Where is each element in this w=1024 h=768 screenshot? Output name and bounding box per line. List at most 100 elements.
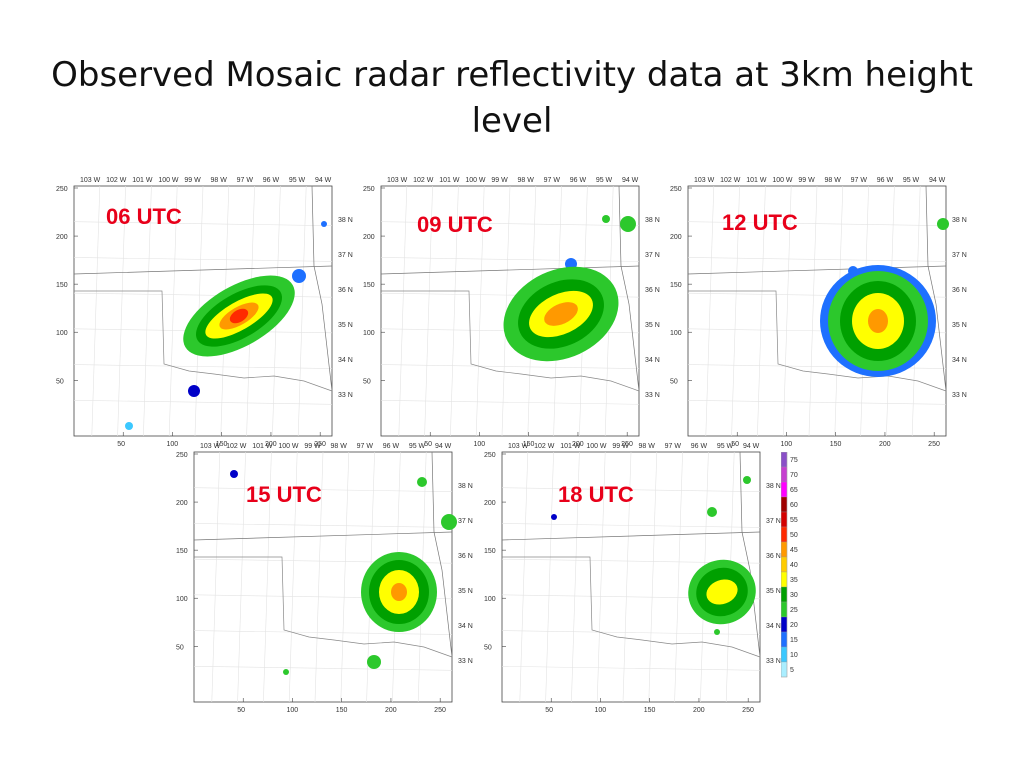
lon-gridline xyxy=(450,185,459,437)
lat-gridline xyxy=(193,523,453,528)
lat-gridline xyxy=(687,221,947,227)
kansas-border xyxy=(73,265,333,275)
latitude-label: 33 N xyxy=(458,658,473,665)
echo-cell xyxy=(188,385,200,397)
echo-cell xyxy=(620,216,636,232)
latitude-label: 36 N xyxy=(645,287,660,294)
radar-map-svg: 103 W 102 W 101 W 100 W 99 W 98 W 97 W 96 W 95 W… xyxy=(484,443,781,714)
latitude-label: 38 N xyxy=(766,483,781,490)
longitude-label: 97 W xyxy=(237,177,254,184)
echo-cell xyxy=(283,669,289,675)
longitude-label: 103 W xyxy=(508,443,529,450)
colorbar-swatch xyxy=(780,466,788,483)
x-tick-label: 100 xyxy=(166,441,178,448)
colorbar-label: 25 xyxy=(790,607,798,614)
y-tick-label: 100 xyxy=(363,330,375,337)
x-tick-label: 150 xyxy=(830,441,842,448)
lon-gridline xyxy=(757,185,766,437)
latitude-label: 33 N xyxy=(952,392,967,399)
latitude-label: 38 N xyxy=(458,483,473,490)
colorbar-label: 15 xyxy=(790,637,798,644)
latitude-label: 35 N xyxy=(458,588,473,595)
longitude-label: 96 W xyxy=(691,443,708,450)
lon-gridline xyxy=(571,451,580,703)
lat-gridline xyxy=(501,487,761,493)
y-tick-label: 250 xyxy=(56,186,68,193)
longitude-label: 102 W xyxy=(226,443,247,450)
time-label: 06 UTC xyxy=(106,204,182,229)
colorbar-swatch xyxy=(780,526,788,543)
lon-gridline xyxy=(622,451,632,703)
longitude-label: 100 W xyxy=(465,177,486,184)
echo-cell xyxy=(602,215,610,223)
lon-gridline xyxy=(211,451,221,703)
lon-gridline xyxy=(340,451,350,703)
kansas-border xyxy=(687,265,947,275)
longitude-label: 94 W xyxy=(622,177,639,184)
latitude-label: 35 N xyxy=(952,322,967,329)
longitude-label: 99 W xyxy=(304,443,321,450)
x-tick-label: 250 xyxy=(434,707,446,714)
echo-cell xyxy=(292,269,306,283)
echo-cell xyxy=(230,470,238,478)
lat-gridline xyxy=(501,665,761,671)
x-tick-label: 200 xyxy=(693,707,705,714)
radar-panel-09utc: 103 W 102 W 101 W 100 W 99 W 98 W 97 W 96 W 95 W… xyxy=(357,172,669,452)
lat-gridline xyxy=(73,364,333,369)
y-tick-label: 50 xyxy=(670,378,678,385)
colorbar-swatch xyxy=(780,661,788,678)
lon-gridline xyxy=(263,451,272,703)
lat-gridline xyxy=(501,523,761,528)
colorbar-svg: 75 70 65 60 55 50 45 40 35 30 25 20 15 10 5 xyxy=(780,451,798,678)
lon-gridline xyxy=(648,451,658,703)
x-tick-label: 200 xyxy=(385,707,397,714)
y-tick-label: 150 xyxy=(670,282,682,289)
lat-gridline xyxy=(380,221,640,227)
x-tick-label: 250 xyxy=(314,441,326,448)
y-tick-label: 100 xyxy=(670,330,682,337)
y-tick-label: 200 xyxy=(484,500,496,507)
eastern-state-border xyxy=(739,451,761,658)
longitude-label: 101 W xyxy=(132,177,153,184)
lon-gridline xyxy=(782,185,792,437)
echo-cell xyxy=(937,218,949,230)
longitude-label: 101 W xyxy=(439,177,460,184)
longitude-label: 98 W xyxy=(331,443,348,450)
colorbar-label: 40 xyxy=(790,562,798,569)
latitude-label: 34 N xyxy=(766,623,781,630)
x-tick-label: 50 xyxy=(424,441,432,448)
latitude-label: 36 N xyxy=(458,553,473,560)
longitude-label: 98 W xyxy=(639,443,656,450)
colorbar-label: 50 xyxy=(790,532,798,539)
reflectivity-colorbar: 75 70 65 60 55 50 45 40 35 30 25 20 15 10 5 xyxy=(780,451,821,697)
longitude-label: 95 W xyxy=(289,177,306,184)
echo-cell xyxy=(321,221,327,227)
x-tick-label: 250 xyxy=(621,441,633,448)
colorbar-swatch xyxy=(780,481,788,498)
lon-gridline xyxy=(314,451,324,703)
colorbar-label: 75 xyxy=(790,457,798,464)
radar-panel-15utc: 103 W 102 W 101 W 100 W 99 W 98 W 97 W 96 W 95 W… xyxy=(170,438,482,718)
lon-gridline xyxy=(674,451,683,703)
radar-panel-12utc: 103 W 102 W 101 W 100 W 99 W 98 W 97 W 96 W 95 W… xyxy=(664,172,976,452)
lat-gridline xyxy=(193,487,453,493)
longitude-label: 94 W xyxy=(435,443,452,450)
echo-cell xyxy=(367,655,381,669)
echo-cell xyxy=(125,422,133,430)
colorbar-swatch xyxy=(780,556,788,573)
latitude-label: 36 N xyxy=(338,287,353,294)
time-label: 15 UTC xyxy=(246,482,322,507)
eastern-state-border xyxy=(311,185,333,392)
radar-map-svg: 103 W 102 W 101 W 100 W 99 W 98 W 97 W 96 W 95 W… xyxy=(56,177,353,448)
lon-gridline xyxy=(519,451,529,703)
lat-gridline xyxy=(687,399,947,405)
x-tick-label: 50 xyxy=(117,441,125,448)
y-tick-label: 150 xyxy=(484,548,496,555)
longitude-label: 94 W xyxy=(743,443,760,450)
longitude-label: 97 W xyxy=(851,177,868,184)
lat-gridline xyxy=(193,630,453,635)
colorbar-label: 55 xyxy=(790,517,798,524)
longitude-label: 97 W xyxy=(665,443,682,450)
x-tick-label: 100 xyxy=(473,441,485,448)
lon-gridline xyxy=(731,185,740,437)
